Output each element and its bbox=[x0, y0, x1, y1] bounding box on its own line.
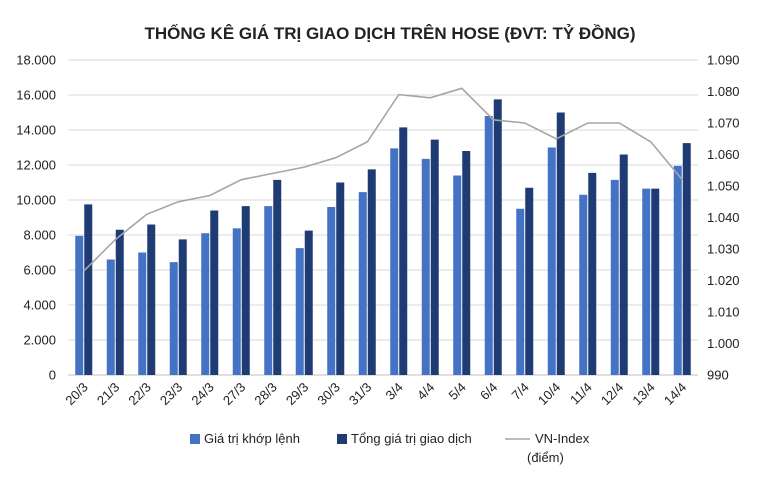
bar-tong-gia-tri bbox=[178, 239, 187, 375]
right-tick-label: 1.000 bbox=[707, 336, 740, 351]
bar-tong-gia-tri bbox=[304, 230, 313, 375]
legend-label-vn-index-unit: (điểm) bbox=[527, 450, 564, 465]
left-tick-label: 0 bbox=[49, 368, 56, 383]
x-tick-label: 4/4 bbox=[414, 380, 437, 403]
legend-swatch-khop-lenh bbox=[190, 434, 200, 444]
chart-title: THỐNG KÊ GIÁ TRỊ GIAO DỊCH TRÊN HOSE (ĐV… bbox=[144, 23, 635, 43]
left-y-axis: 0 2.000 4.000 6.000 8.000 10.000 12.000 14.000 1… bbox=[16, 53, 56, 383]
x-tick-label: 10/4 bbox=[535, 380, 564, 409]
bar-tong-gia-tri bbox=[556, 112, 565, 375]
bar-khop-lenh bbox=[421, 158, 430, 375]
legend-label-vn-index: VN-Index bbox=[535, 431, 590, 446]
bar-tong-gia-tri bbox=[462, 151, 471, 375]
line-series bbox=[83, 87, 683, 272]
left-tick-label: 6.000 bbox=[23, 263, 56, 278]
gridlines bbox=[68, 59, 698, 376]
x-tick-label: 29/3 bbox=[283, 380, 312, 409]
x-tick-label: 27/3 bbox=[220, 380, 249, 409]
bar-tong-gia-tri bbox=[336, 182, 345, 375]
x-tick-label: 31/3 bbox=[346, 380, 375, 409]
right-tick-label: 1.080 bbox=[707, 84, 740, 99]
right-tick-label: 1.050 bbox=[707, 179, 740, 194]
bar-tong-gia-tri bbox=[367, 169, 376, 375]
legend: Giá trị khớp lệnh Tổng giá trị giao dịch… bbox=[190, 431, 590, 465]
bar-khop-lenh bbox=[516, 208, 525, 375]
x-tick-label: 20/3 bbox=[62, 380, 91, 409]
x-tick-label: 14/4 bbox=[661, 380, 690, 409]
bar-tong-gia-tri bbox=[399, 127, 408, 375]
x-tick-label: 24/3 bbox=[188, 380, 217, 409]
bar-tong-gia-tri bbox=[430, 139, 439, 375]
left-tick-label: 12.000 bbox=[16, 158, 56, 173]
x-tick-label: 21/3 bbox=[94, 380, 123, 409]
bar-khop-lenh bbox=[106, 259, 115, 375]
right-tick-label: 1.070 bbox=[707, 116, 740, 131]
bar-khop-lenh bbox=[547, 147, 556, 375]
x-tick-label: 11/4 bbox=[567, 380, 595, 408]
x-tick-label: 7/4 bbox=[508, 380, 531, 403]
bar-tong-gia-tri bbox=[147, 224, 156, 375]
bar-khop-lenh bbox=[232, 228, 241, 375]
bar-khop-lenh bbox=[673, 165, 682, 375]
x-tick-label: 22/3 bbox=[125, 380, 154, 409]
bar-tong-gia-tri bbox=[525, 187, 534, 375]
bar-khop-lenh bbox=[295, 248, 304, 375]
bar-khop-lenh bbox=[610, 179, 619, 375]
left-tick-label: 18.000 bbox=[16, 53, 56, 68]
bar-series bbox=[75, 99, 691, 375]
bar-khop-lenh bbox=[327, 207, 336, 375]
bar-khop-lenh bbox=[264, 206, 273, 375]
x-tick-label: 12/4 bbox=[598, 380, 627, 409]
left-tick-label: 10.000 bbox=[16, 193, 56, 208]
bar-khop-lenh bbox=[453, 175, 462, 375]
right-tick-label: 1.040 bbox=[707, 210, 740, 225]
x-tick-label: 23/3 bbox=[157, 380, 186, 409]
bar-tong-gia-tri bbox=[619, 154, 628, 375]
bar-tong-gia-tri bbox=[588, 172, 597, 375]
x-tick-label: 13/4 bbox=[629, 380, 658, 409]
bar-khop-lenh bbox=[390, 148, 399, 375]
x-tick-label: 5/4 bbox=[445, 380, 468, 403]
legend-label-tong-gia-tri: Tổng giá trị giao dịch bbox=[351, 431, 472, 446]
left-tick-label: 16.000 bbox=[16, 88, 56, 103]
bar-khop-lenh bbox=[484, 116, 493, 375]
x-axis: 20/3 21/3 22/3 23/3 24/3 27/3 28/3 29/3 30/3 31/3… bbox=[62, 380, 689, 409]
left-tick-label: 2.000 bbox=[23, 333, 56, 348]
bar-tong-gia-tri bbox=[84, 204, 93, 375]
bar-khop-lenh bbox=[358, 192, 367, 375]
bar-tong-gia-tri bbox=[682, 143, 691, 375]
bar-khop-lenh bbox=[579, 194, 588, 375]
legend-swatch-tong-gia-tri bbox=[337, 434, 347, 444]
left-tick-label: 14.000 bbox=[16, 123, 56, 138]
bar-tong-gia-tri bbox=[493, 99, 502, 375]
bar-khop-lenh bbox=[642, 188, 651, 375]
right-tick-label: 1.010 bbox=[707, 305, 740, 320]
left-tick-label: 8.000 bbox=[23, 228, 56, 243]
left-tick-label: 4.000 bbox=[23, 298, 56, 313]
x-tick-label: 28/3 bbox=[251, 380, 280, 409]
bar-tong-gia-tri bbox=[115, 229, 124, 375]
bar-khop-lenh bbox=[201, 233, 210, 375]
bar-tong-gia-tri bbox=[210, 210, 219, 375]
x-tick-label: 6/4 bbox=[477, 380, 500, 403]
right-tick-label: 990 bbox=[707, 368, 729, 383]
legend-label-khop-lenh: Giá trị khớp lệnh bbox=[204, 431, 300, 446]
vn-index-line bbox=[83, 87, 683, 272]
bar-tong-gia-tri bbox=[241, 206, 250, 375]
right-tick-label: 1.030 bbox=[707, 242, 740, 257]
bar-khop-lenh bbox=[169, 262, 178, 375]
right-tick-label: 1.060 bbox=[707, 147, 740, 162]
bar-tong-gia-tri bbox=[651, 188, 660, 375]
right-y-axis: 990 1.000 1.010 1.020 1.030 1.040 1.050 1.060 1.… bbox=[707, 53, 740, 383]
bar-khop-lenh bbox=[138, 252, 147, 375]
bar-tong-gia-tri bbox=[273, 179, 282, 375]
x-tick-label: 30/3 bbox=[314, 380, 343, 409]
x-tick-label: 3/4 bbox=[382, 380, 405, 403]
right-tick-label: 1.090 bbox=[707, 53, 740, 68]
right-tick-label: 1.020 bbox=[707, 273, 740, 288]
bar-khop-lenh bbox=[75, 235, 84, 375]
